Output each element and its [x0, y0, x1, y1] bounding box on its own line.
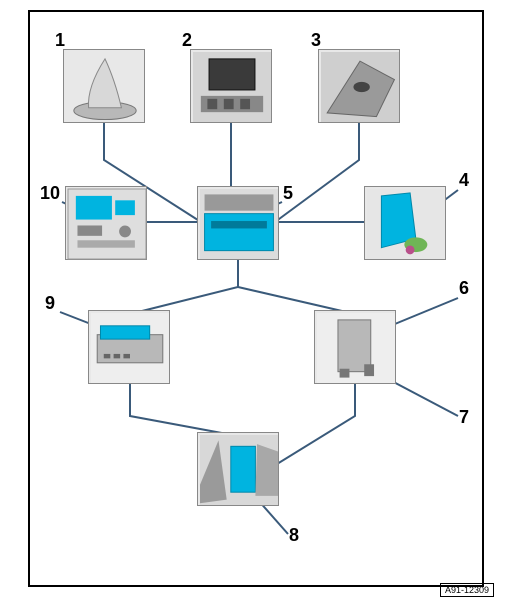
label-2: 2: [182, 30, 192, 51]
component-1: [63, 49, 145, 123]
diagram-container: 1 2 3 4 5 6 7 8 9 10 A91-12309: [0, 0, 506, 603]
diagram-id: A91-12309: [440, 583, 494, 597]
component-8: [197, 432, 279, 506]
label-7: 7: [459, 407, 469, 428]
label-3: 3: [311, 30, 321, 51]
label-5: 5: [283, 183, 293, 204]
label-10: 10: [40, 183, 60, 204]
component-3: [318, 49, 400, 123]
label-9: 9: [45, 293, 55, 314]
component-2: [190, 49, 272, 123]
label-8: 8: [289, 525, 299, 546]
label-4: 4: [459, 170, 469, 191]
component-10: [65, 186, 147, 260]
component-4: [364, 186, 446, 260]
component-9: [88, 310, 170, 384]
label-6: 6: [459, 278, 469, 299]
component-5: [197, 186, 279, 260]
component-6: [314, 310, 396, 384]
label-1: 1: [55, 30, 65, 51]
